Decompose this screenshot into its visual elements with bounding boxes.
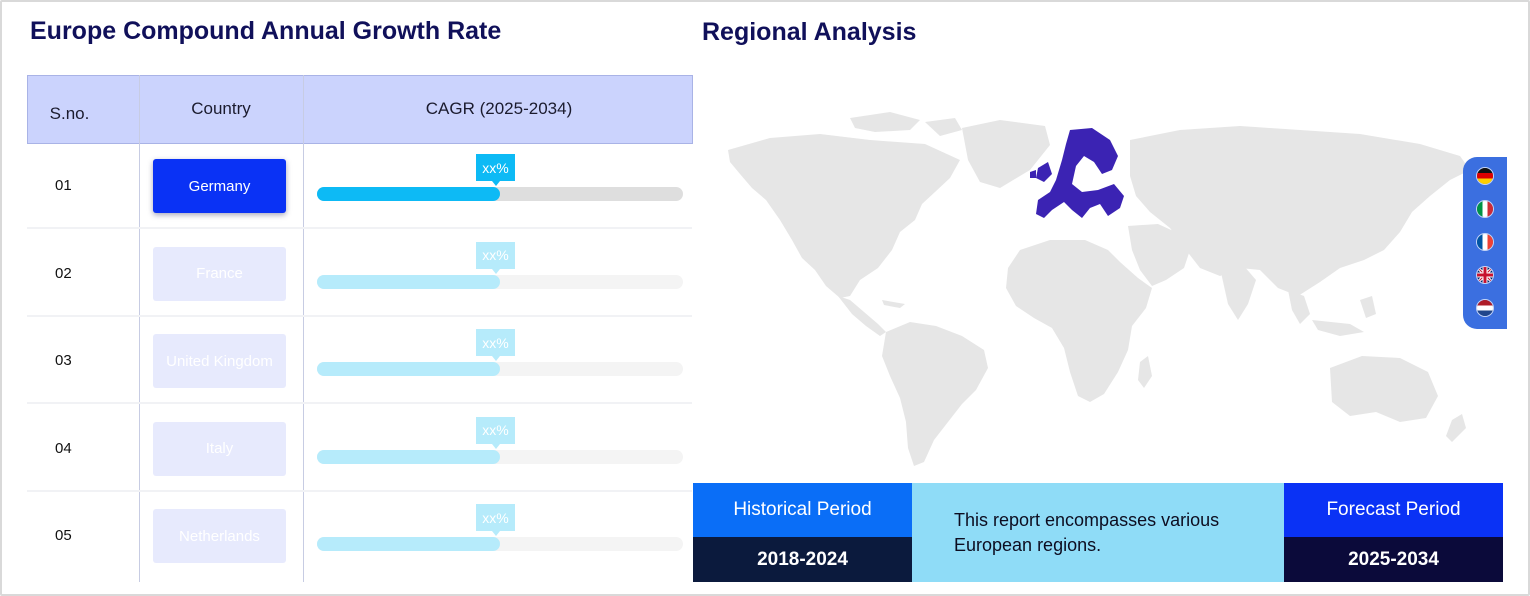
regional-section-title: Regional Analysis — [702, 18, 917, 46]
table-row: 02 France xx% — [27, 230, 692, 317]
report-description-panel: This report encompasses various European… — [912, 483, 1284, 582]
country-button[interactable]: United Kingdom — [153, 334, 286, 388]
forecast-period-label: Forecast Period — [1284, 483, 1503, 537]
world-map — [728, 112, 1470, 466]
cagr-progress-track — [317, 362, 683, 376]
row-divider — [27, 402, 692, 404]
cagr-progress-track — [317, 187, 683, 201]
forecast-period-panel: Forecast Period 2025-2034 — [1284, 483, 1503, 582]
cagr-section-title: Europe Compound Annual Growth Rate — [30, 17, 502, 45]
france-flag-icon[interactable] — [1476, 233, 1494, 251]
cagr-progress-fill — [317, 449, 500, 464]
table-row: 03 United Kingdom xx% — [27, 317, 692, 404]
cagr-progress-fill — [317, 187, 500, 201]
italy-flag-icon[interactable] — [1476, 200, 1494, 218]
country-button[interactable]: France — [153, 246, 286, 301]
row-divider — [27, 314, 692, 317]
cagr-value-tooltip: xx% — [476, 416, 515, 449]
country-button[interactable]: Germany — [153, 159, 286, 213]
row-divider — [27, 489, 692, 492]
report-description: This report encompasses various European… — [954, 509, 1220, 555]
uk-flag-icon[interactable] — [1476, 266, 1494, 284]
europe-highlight — [1030, 128, 1124, 218]
row-sno: 02 — [55, 264, 72, 282]
cagr-progress-fill — [317, 274, 500, 289]
country-flag-selector — [1463, 157, 1507, 329]
row-divider — [27, 227, 692, 229]
table-row: 04 Italy xx% — [27, 405, 692, 492]
historical-period-panel: Historical Period 2018-2024 — [693, 483, 912, 582]
cagr-progress-track — [317, 537, 683, 551]
row-sno: 03 — [55, 352, 72, 369]
column-header-sno: S.no. — [49, 103, 90, 123]
cagr-progress-track — [317, 274, 683, 289]
historical-period-label: Historical Period — [693, 483, 912, 537]
row-sno: 01 — [55, 177, 72, 194]
country-button[interactable]: Netherlands — [153, 509, 286, 563]
netherlands-flag-icon[interactable] — [1476, 299, 1494, 317]
column-divider — [139, 75, 140, 582]
cagr-table: S.no. Country CAGR (2025-2034) 01 Germany… — [27, 75, 693, 582]
country-button[interactable]: Italy — [153, 421, 286, 476]
germany-flag-icon[interactable] — [1476, 167, 1494, 185]
cagr-value-tooltip: xx% — [476, 154, 515, 186]
row-sno: 05 — [55, 527, 72, 544]
table-row: 05 Netherlands xx% — [27, 492, 692, 579]
row-sno: 04 — [55, 439, 72, 457]
cagr-value-tooltip: xx% — [476, 329, 515, 361]
column-header-cagr: CAGR (2025-2034) — [425, 98, 573, 118]
cagr-progress-fill — [317, 537, 500, 551]
column-header-country: Country — [191, 98, 251, 118]
forecast-period-value: 2025-2034 — [1284, 537, 1503, 582]
historical-period-value: 2018-2024 — [693, 537, 912, 582]
cagr-progress-track — [317, 449, 683, 464]
cagr-progress-fill — [317, 362, 500, 376]
cagr-value-tooltip: xx% — [476, 241, 515, 274]
column-divider — [303, 75, 304, 582]
cagr-value-tooltip: xx% — [476, 504, 515, 536]
table-row: 01 Germany xx% — [27, 142, 692, 229]
table-header — [27, 75, 693, 144]
